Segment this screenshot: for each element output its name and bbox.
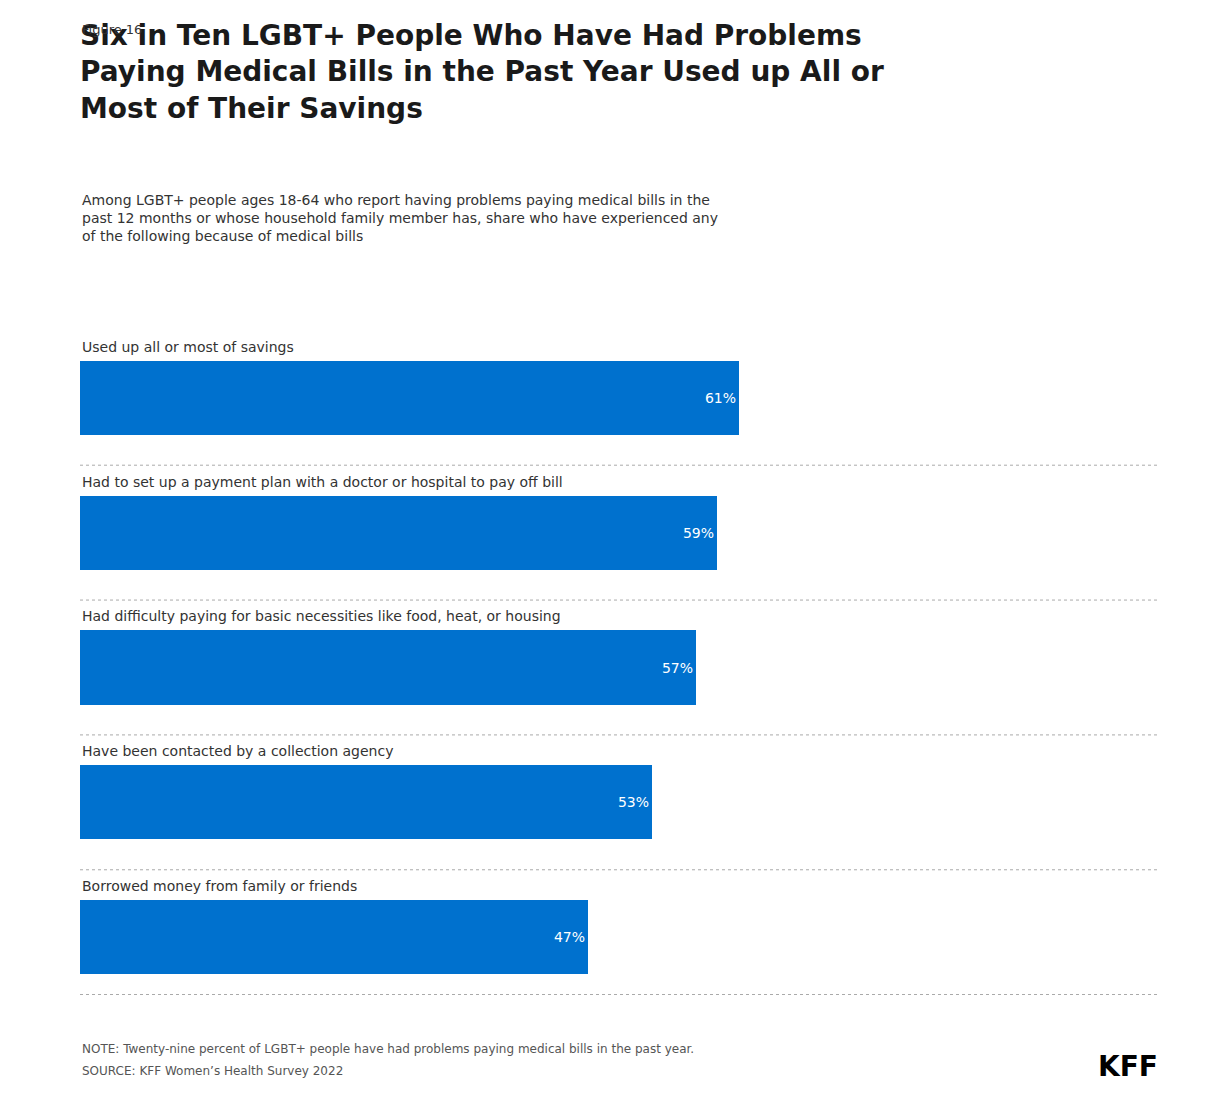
- svg-text:61%: 61%: [705, 390, 736, 406]
- svg-text:53%: 53%: [618, 794, 649, 810]
- svg-text:57%: 57%: [662, 660, 693, 676]
- svg-text:Among LGBT+ people ages 18-64: Among LGBT+ people ages 18-64 who report…: [82, 192, 718, 244]
- svg-text:59%: 59%: [683, 525, 714, 541]
- svg-text:SOURCE: KFF Women’s Health Sur: SOURCE: KFF Women’s Health Survey 2022: [82, 1064, 343, 1078]
- svg-text:Borrowed money from family or: Borrowed money from family or friends: [82, 878, 357, 894]
- svg-text:Had difficulty paying for basi: Had difficulty paying for basic necessit…: [82, 608, 561, 624]
- svg-text:Six in Ten LGBT+ People Who Ha: Six in Ten LGBT+ People Who Have Had Pro…: [80, 19, 884, 125]
- svg-text:KFF: KFF: [1098, 1050, 1158, 1083]
- svg-text:Had to set up a payment plan w: Had to set up a payment plan with a doct…: [82, 474, 563, 490]
- svg-text:Used up all or most of savings: Used up all or most of savings: [82, 339, 294, 355]
- svg-text:47%: 47%: [554, 929, 585, 945]
- svg-text:Figure 16: Figure 16: [82, 22, 142, 37]
- svg-text:NOTE: Twenty-nine percent of L: NOTE: Twenty-nine percent of LGBT+ peopl…: [82, 1042, 694, 1056]
- svg-text:Have been contacted by a colle: Have been contacted by a collection agen…: [82, 743, 393, 759]
